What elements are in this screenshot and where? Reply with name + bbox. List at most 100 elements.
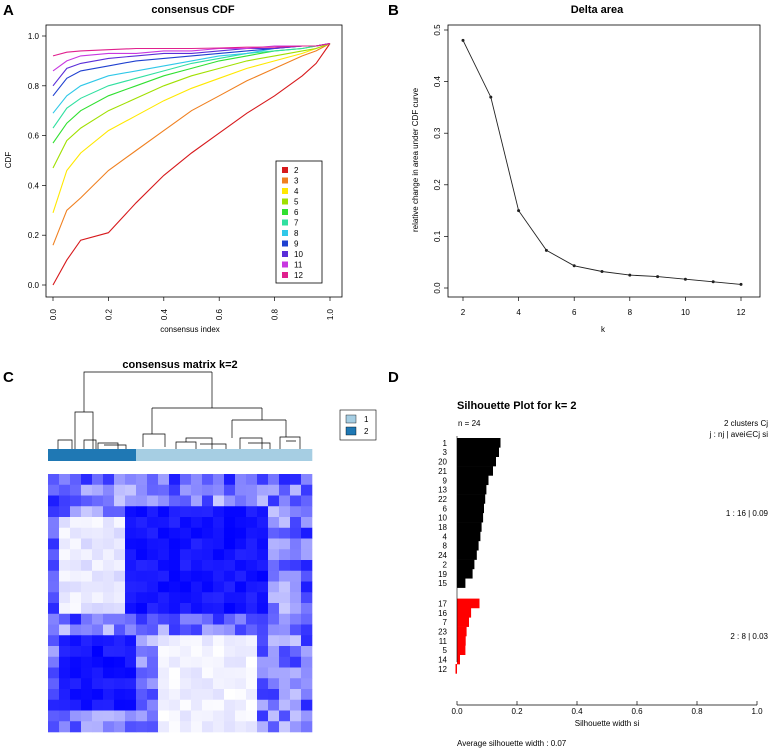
heatmap-cell <box>202 603 214 615</box>
heatmap-cell <box>92 667 104 679</box>
heatmap-cell <box>224 603 236 615</box>
heatmap-cell <box>59 517 71 529</box>
heatmap-cell <box>158 560 170 572</box>
heatmap-cell <box>301 474 313 486</box>
heatmap-cell <box>169 560 181 572</box>
heatmap-cell <box>202 581 214 593</box>
heatmap-cell <box>125 710 137 722</box>
x-tick-label: 0.6 <box>215 308 224 320</box>
heatmap-cell <box>103 592 115 604</box>
legend-label-k8: 8 <box>294 229 299 238</box>
heatmap-cell <box>103 517 115 529</box>
heatmap-cell <box>290 603 302 615</box>
heatmap-cell <box>224 635 236 647</box>
cluster-bar-cell <box>158 449 170 461</box>
heatmap-cell <box>246 678 258 690</box>
heatmap-cell <box>169 624 181 636</box>
x-tick-label: 0.8 <box>691 707 703 716</box>
heatmap-cell <box>180 592 192 604</box>
cluster-bar-cell <box>48 449 60 461</box>
heatmap-cell <box>257 667 269 679</box>
heatmap-cell <box>125 624 137 636</box>
silhouette-bar-12 <box>455 664 457 674</box>
heatmap-cell <box>59 613 71 625</box>
heatmap-cell <box>114 678 126 690</box>
heatmap-cell <box>59 678 71 690</box>
legend-label-k10: 10 <box>294 250 303 259</box>
x-tick-label: 1.0 <box>751 707 763 716</box>
heatmap-cell <box>235 560 247 572</box>
legend-swatch-k5 <box>282 198 288 205</box>
heatmap-cell <box>257 635 269 647</box>
heatmap-cell <box>290 517 302 529</box>
heatmap-cell <box>246 570 258 582</box>
silhouette-id-label: 23 <box>438 628 447 637</box>
heatmap-cell <box>147 689 159 701</box>
heatmap-cell <box>103 549 115 561</box>
legend-swatch-k12 <box>282 272 288 278</box>
delta-area-point <box>656 275 660 279</box>
cluster-bar-cell <box>114 449 126 461</box>
heatmap-cell <box>70 613 82 625</box>
heatmap-cell <box>92 474 104 486</box>
legend-swatch-k11 <box>282 261 288 268</box>
panel-a-plot-frame <box>45 24 343 298</box>
silhouette-id-label: 17 <box>438 599 447 608</box>
heatmap-cell <box>158 527 170 539</box>
heatmap-cell <box>180 667 192 679</box>
dendro-branch <box>142 433 166 447</box>
heatmap-cell <box>191 689 203 701</box>
heatmap-cell <box>125 538 137 550</box>
heatmap-cell <box>224 527 236 539</box>
cdf-line-k6 <box>52 42 331 144</box>
silhouette-bar-8 <box>457 540 479 551</box>
heatmap-cell <box>191 527 203 539</box>
x-tick-label: 1.0 <box>326 308 335 320</box>
heatmap-cell <box>301 495 313 507</box>
cluster-bar-cell <box>191 449 203 461</box>
heatmap-cell <box>81 624 93 636</box>
heatmap-cell <box>81 592 93 604</box>
heatmap-cell <box>257 699 269 711</box>
heatmap-cell <box>158 506 170 518</box>
heatmap-cell <box>257 538 269 550</box>
silhouette-bar-22 <box>457 494 486 504</box>
heatmap-cell <box>268 538 280 550</box>
heatmap-cell <box>213 549 225 561</box>
cluster-bar-cell <box>92 449 104 461</box>
heatmap-cell <box>224 646 236 658</box>
silhouette-bar-19 <box>457 568 473 579</box>
heatmap-cell <box>136 484 148 496</box>
heatmap-cell <box>103 495 115 507</box>
panel-b-yticks: 0.0 0.1 0.2 0.3 0.4 0.5 <box>433 24 448 294</box>
heatmap-cell <box>125 506 137 518</box>
heatmap-cell <box>268 527 280 539</box>
cluster-bar-cell <box>103 449 115 461</box>
heatmap-cell <box>246 549 258 561</box>
heatmap-cell <box>125 560 137 572</box>
x-tick-label: 0.8 <box>271 308 280 320</box>
heatmap-cell <box>125 721 137 733</box>
panel-d-n-label: n = 24 <box>458 419 481 428</box>
panel-d-silhouette: D Silhouette Plot for k= 2 n = 24 2 clus… <box>388 369 769 748</box>
heatmap-cell <box>257 646 269 658</box>
heatmap-cell <box>290 538 302 550</box>
heatmap-cell <box>290 474 302 486</box>
heatmap-cell <box>81 656 93 668</box>
heatmap-cell <box>180 517 192 529</box>
heatmap-cell <box>235 517 247 529</box>
silhouette-id-label: 12 <box>438 665 447 674</box>
heatmap-cell <box>136 549 148 561</box>
heatmap-cell <box>103 721 115 733</box>
heatmap-cell <box>213 635 225 647</box>
heatmap-cell <box>191 474 203 486</box>
heatmap-cell <box>70 527 82 539</box>
heatmap-cell <box>169 656 181 668</box>
cluster-bar-cell <box>301 449 313 461</box>
heatmap-cell <box>235 613 247 625</box>
heatmap-cell <box>114 699 126 711</box>
legend-label-k2: 2 <box>294 166 299 175</box>
heatmap-cell <box>191 581 203 593</box>
heatmap-cell <box>235 495 247 507</box>
heatmap-cell <box>136 495 148 507</box>
